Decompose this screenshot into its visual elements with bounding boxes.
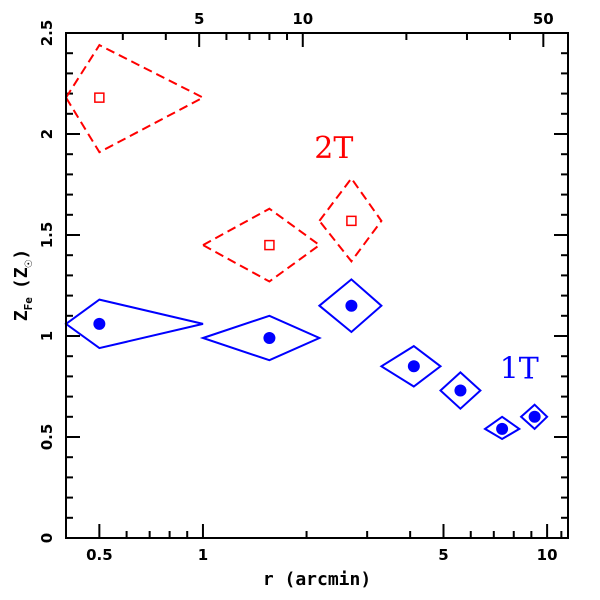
series-label-1T: 1T	[500, 351, 539, 386]
y-axis-label-unit-close: )	[11, 249, 32, 260]
x-tick-label: 1	[198, 546, 208, 564]
data-point-1T	[454, 384, 467, 397]
data-marks: 2T 1T	[64, 43, 549, 441]
data-point-1T	[345, 299, 358, 312]
error-diamond-1T	[199, 314, 322, 362]
error-diamond-1T	[317, 278, 383, 334]
data-point-1T	[496, 422, 509, 435]
error-diamond-2T	[200, 207, 322, 283]
svg-text:ZFe(Z☉): ZFe (Z☉)	[11, 249, 36, 321]
y-tick-label: 1.5	[38, 222, 56, 249]
data-point-1T	[93, 317, 106, 330]
y-tick-label: 0	[38, 533, 56, 543]
error-diamond-1T	[64, 298, 204, 350]
y-axis-label-main: Z	[11, 310, 32, 321]
top-tick-label: 50	[533, 10, 554, 28]
y-tick-label: 2	[38, 129, 56, 139]
plot-frame	[65, 32, 569, 539]
error-diamond-1T	[439, 371, 482, 411]
top-tick-label: 5	[194, 10, 204, 28]
error-diamond-1T	[483, 415, 522, 441]
y-axis-label-sub: Fe	[22, 297, 35, 311]
y-tick-label: 2.5	[38, 20, 56, 47]
series-label-2T: 2T	[314, 131, 353, 166]
x-tick-label: 5	[438, 546, 448, 564]
error-diamond-2T	[318, 176, 383, 263]
y-tick-label: 0.5	[38, 424, 56, 451]
error-diamond-2T	[64, 43, 206, 154]
y-axis-label: ZFe (Z☉)	[11, 249, 36, 321]
sun-symbol: ☉	[21, 259, 36, 267]
data-point-1T	[263, 332, 276, 345]
x-axis-label: r (arcmin)	[263, 569, 371, 590]
data-point-2T	[264, 239, 275, 251]
top-tick-label: 10	[292, 10, 313, 28]
x-tick-label: 0.5	[86, 546, 113, 564]
data-point-1T	[407, 360, 420, 373]
error-diamond-1T	[519, 403, 549, 431]
data-point-2T	[346, 215, 357, 227]
error-diamond-1T	[379, 344, 443, 388]
x-tick-label: 10	[537, 546, 558, 564]
data-point-2T	[94, 92, 105, 103]
y-tick-label: 1	[38, 331, 56, 341]
data-point-1T	[528, 410, 541, 423]
y-axis-label-unit: (Z	[11, 267, 32, 289]
